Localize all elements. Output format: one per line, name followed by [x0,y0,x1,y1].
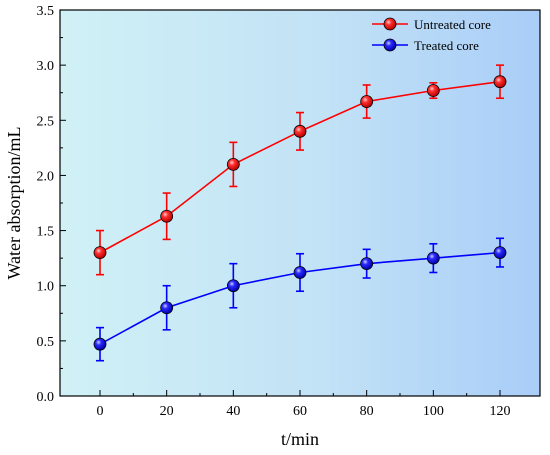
y-tick-label: 2.0 [37,169,55,184]
legend-item-treated: Treated core [372,38,479,53]
data-point-untreated [493,75,507,89]
y-axis-title: Water absorption/mL [4,126,24,279]
x-tick-label: 20 [160,404,174,419]
x-tick-label: 0 [97,404,104,419]
y-tick-label: 0.5 [37,335,55,350]
legend: Untreated core Treated core [372,17,491,53]
data-point-treated [293,266,307,279]
legend-marker [383,38,397,52]
y-tick-label: 1.0 [37,280,55,295]
plot-frame [59,9,541,397]
y-tick-label: 2.5 [37,114,55,129]
data-point-untreated [426,84,440,97]
data-point-untreated [160,209,174,223]
x-tick-label: 40 [226,404,240,419]
legend-item-untreated: Untreated core [372,17,491,32]
y-tick-label: 1.5 [37,225,55,240]
data-point-treated [93,337,107,351]
series-layer [93,64,507,362]
x-tick-label: 120 [490,404,511,419]
legend-marker [383,17,397,31]
legend-label: Treated core [414,38,479,53]
x-tick-label: 80 [360,404,374,419]
y-tick-label: 3.5 [37,4,55,19]
x-axis-title: t/min [281,429,319,449]
data-point-treated [493,246,507,260]
legend-label: Untreated core [414,17,491,32]
series-untreated [93,64,507,276]
y-tick-label: 0.0 [37,390,55,405]
data-point-untreated [360,95,374,108]
data-point-treated [360,257,374,271]
data-point-untreated [293,124,307,138]
series-treated [93,237,507,362]
x-tick-label: 60 [293,404,307,419]
x-tick-label: 100 [423,404,444,419]
x-axis: 0 20 40 60 80 100 120 [97,390,511,419]
data-point-treated [160,301,174,315]
data-point-untreated [93,246,107,260]
y-axis: 0.0 0.5 1.0 1.5 2.0 2.5 3.0 3.5 [37,4,66,405]
y-tick-label: 3.0 [37,59,55,74]
data-point-untreated [226,157,240,171]
plot-background [60,10,540,396]
data-point-treated [426,251,440,265]
data-point-treated [226,279,240,293]
